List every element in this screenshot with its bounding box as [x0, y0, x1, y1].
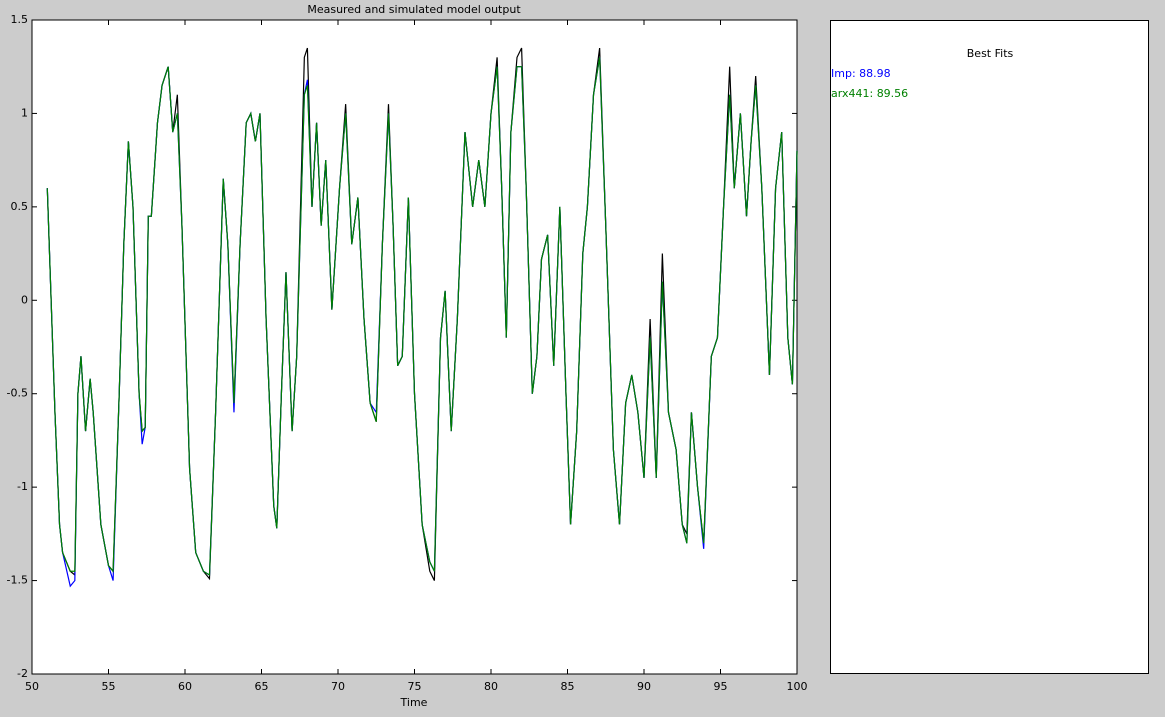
x-tick-label: 50 [25, 680, 39, 693]
x-tick-label: 60 [178, 680, 192, 693]
fit-panel [830, 20, 1149, 674]
x-tick-label: 70 [331, 680, 345, 693]
legend-separator: : [852, 67, 859, 80]
x-tick-label: 75 [408, 680, 422, 693]
plot-area [31, 19, 798, 675]
chart-title: Measured and simulated model output [307, 3, 521, 16]
legend-fit: 89.56 [877, 87, 909, 100]
legend-title: Best Fits [967, 47, 1014, 60]
legend-name: Imp [831, 67, 852, 80]
y-tick-label: 1 [21, 106, 28, 119]
x-tick-label: 85 [561, 680, 575, 693]
x-tick-label: 95 [714, 680, 728, 693]
y-tick-label: -2 [17, 667, 28, 680]
legend-fit: 88.98 [859, 67, 891, 80]
legend-entry: Imp: 88.98 [831, 67, 891, 80]
x-axis-label: Time [400, 696, 428, 709]
legend-entry: arx441: 89.56 [831, 87, 908, 100]
x-tick-label: 100 [787, 680, 808, 693]
y-tick-label: -0.5 [7, 387, 28, 400]
y-tick-label: 0.5 [11, 200, 29, 213]
x-tick-label: 80 [484, 680, 498, 693]
legend-separator: : [869, 87, 876, 100]
x-tick-label: 65 [255, 680, 269, 693]
y-tick-label: 1.5 [11, 13, 29, 26]
x-tick-label: 90 [637, 680, 651, 693]
legend-name: arx441 [831, 87, 869, 100]
y-tick-label: -1.5 [7, 574, 28, 587]
y-tick-label: -1 [17, 480, 28, 493]
series-line [46, 57, 798, 577]
y-tick-label: 0 [21, 293, 28, 306]
x-tick-label: 55 [102, 680, 116, 693]
